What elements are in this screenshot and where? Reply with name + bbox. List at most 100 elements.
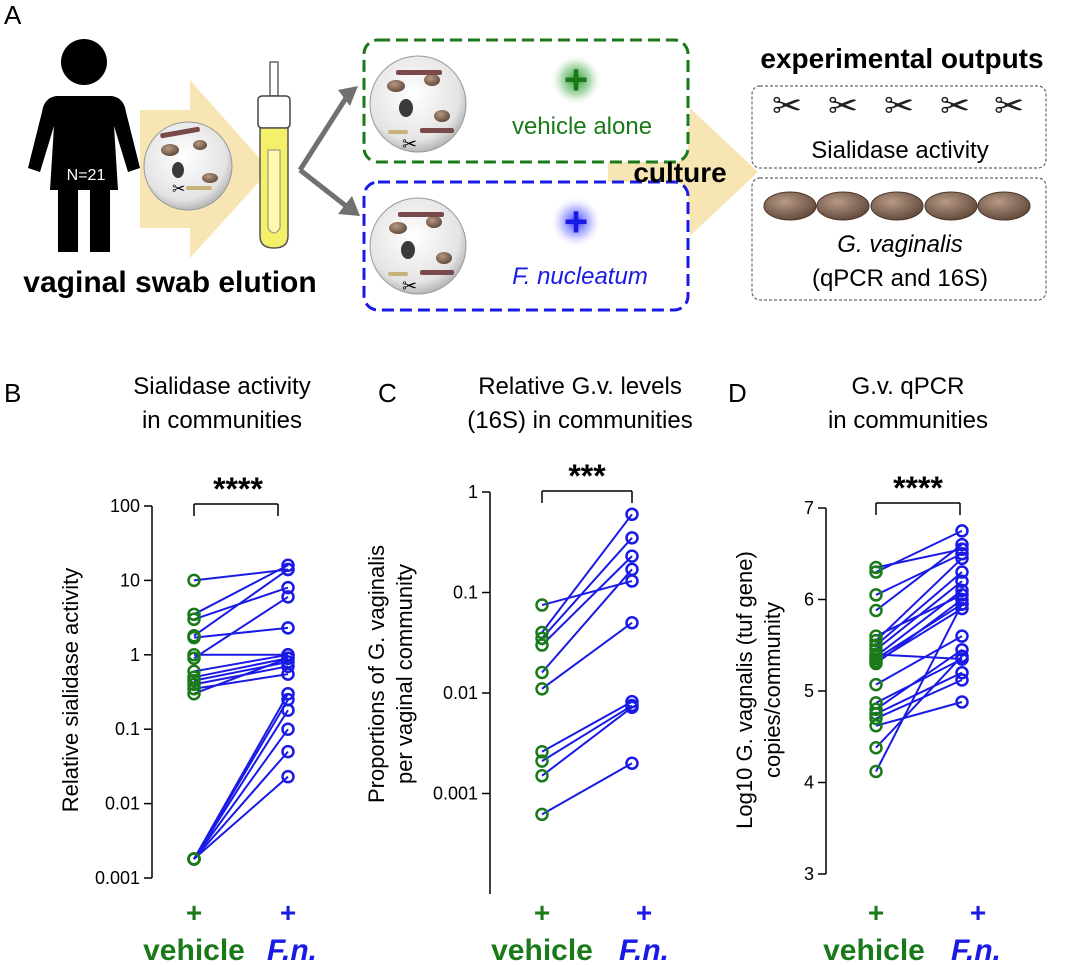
paired-line xyxy=(193,653,289,673)
gv-output-methods: (qPCR and 16S) xyxy=(812,265,988,292)
fn-point xyxy=(281,769,295,784)
paired-line xyxy=(193,564,289,616)
panel-c-ytick-label: 0.001 xyxy=(433,784,478,804)
paired-line xyxy=(875,679,963,720)
panel-c-ylabel-line1: Proportions of G. vaginalis xyxy=(364,545,389,803)
panel-b-ytick-label: 0.1 xyxy=(115,719,140,739)
vehicle-point xyxy=(869,633,883,648)
paired-line xyxy=(193,568,289,582)
vehicle-point xyxy=(869,702,883,717)
paired-line xyxy=(193,750,289,860)
paired-line xyxy=(193,661,289,682)
fn-point xyxy=(955,643,969,657)
panel-c-significance: *** xyxy=(568,458,606,494)
panel-d-significance: **** xyxy=(893,470,943,506)
vehicle-point xyxy=(869,719,883,733)
paired-line xyxy=(875,655,963,749)
paired-line xyxy=(193,657,289,695)
panel-d-fn-plus: + xyxy=(970,897,986,928)
panel-b-fn-plus: + xyxy=(280,897,296,928)
paired-line xyxy=(875,589,963,658)
fn-point xyxy=(281,651,295,665)
vehicle-point xyxy=(869,560,883,575)
paired-line xyxy=(193,626,289,639)
paired-line xyxy=(541,704,633,762)
fn-point xyxy=(625,549,639,563)
split-arrows xyxy=(297,86,360,216)
vehicle-label: vehicle alone xyxy=(512,113,652,140)
vehicle-point xyxy=(187,681,201,696)
fn-point xyxy=(625,507,639,522)
donor-silhouette-icon xyxy=(28,39,140,252)
paired-line xyxy=(875,557,963,642)
panel-c-vehicle-plus: + xyxy=(534,897,550,928)
fn-glow xyxy=(550,196,602,248)
panel-d-ytick-label: 7 xyxy=(804,498,814,518)
fn-point xyxy=(281,722,295,736)
vehicle-point xyxy=(535,682,549,696)
fn-point xyxy=(625,616,639,630)
vehicle-point xyxy=(869,764,883,779)
panel-b-ytick-label: 1 xyxy=(130,645,140,665)
paired-line xyxy=(541,568,633,674)
paired-line xyxy=(541,700,633,753)
panel-c-fn-label: F.n. xyxy=(619,934,669,965)
fn-point xyxy=(955,673,969,687)
panel-b-ytick-label: 10 xyxy=(120,570,140,590)
panel-b: B Sialidase activity in communities Rela… xyxy=(4,373,317,965)
culture-label: culture xyxy=(633,157,726,188)
fn-point xyxy=(281,621,295,635)
fn-point xyxy=(955,601,969,616)
fn-point xyxy=(281,580,295,595)
svg-text:✂: ✂ xyxy=(828,85,858,126)
fn-point xyxy=(281,703,295,717)
panel-b-vehicle-plus: + xyxy=(186,897,202,928)
gv-output-name: G. vaginalis xyxy=(837,231,962,258)
panel-a: A N=21 ✂ xyxy=(4,0,1047,312)
panel-c-fn-plus: + xyxy=(636,897,652,928)
vehicle-glow xyxy=(550,54,602,106)
vehicle-point xyxy=(535,807,549,822)
vehicle-point xyxy=(869,588,883,602)
panel-d-ytick-label: 5 xyxy=(804,681,814,701)
panel-b-ytick-label: 100 xyxy=(110,496,140,516)
vehicle-point xyxy=(869,565,883,579)
fn-point xyxy=(281,667,295,681)
test-tube-icon xyxy=(257,61,291,249)
microbe-dish-icon: ✂ xyxy=(369,55,467,154)
fn-plus-icon: + xyxy=(564,198,589,245)
panel-d-letter: D xyxy=(728,378,747,408)
vehicle-point xyxy=(187,607,201,622)
fn-point xyxy=(955,547,969,561)
panel-b-title-line1: Sialidase activity xyxy=(133,373,310,400)
fn-point xyxy=(281,590,295,604)
paired-line xyxy=(875,598,963,665)
svg-text:✂: ✂ xyxy=(402,276,417,296)
fn-point xyxy=(281,558,295,572)
vehicle-point xyxy=(187,573,201,588)
microbe-dish-icon: ✂ xyxy=(369,197,467,296)
paired-line xyxy=(875,571,963,647)
panel-d-title-line2: in communities xyxy=(828,407,988,434)
fn-point xyxy=(625,756,639,770)
paired-line xyxy=(541,513,633,634)
panel-c-letter: C xyxy=(378,378,397,408)
svg-text:✂: ✂ xyxy=(940,85,970,126)
paired-line xyxy=(875,658,963,704)
fn-point xyxy=(955,537,969,552)
panel-b-letter: B xyxy=(4,378,21,408)
fn-point xyxy=(955,597,969,611)
svg-text:✂: ✂ xyxy=(772,85,802,126)
paired-line xyxy=(541,762,633,816)
fn-point xyxy=(955,649,969,663)
vehicle-point xyxy=(187,852,201,866)
fn-point xyxy=(955,574,969,588)
fn-point xyxy=(625,562,639,577)
panel-c-ytick-label: 1 xyxy=(468,482,478,502)
panel-c: C Relative G.v. levels (16S) in communit… xyxy=(364,373,693,965)
fn-point xyxy=(625,531,639,545)
panel-b-title-line2: in communities xyxy=(142,407,302,434)
panel-d-vehicle-label: vehicle xyxy=(823,934,925,965)
paired-line xyxy=(193,657,289,679)
